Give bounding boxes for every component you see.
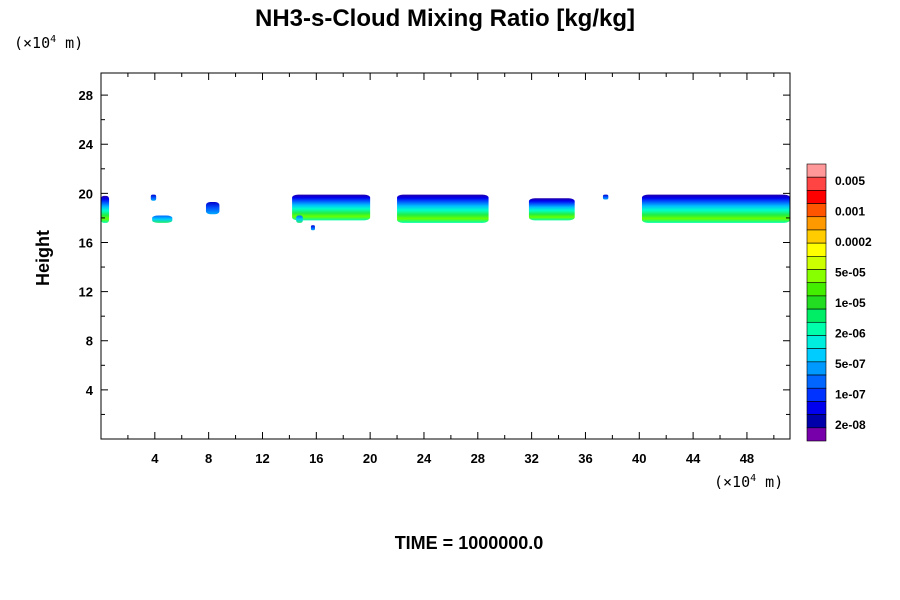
x-tick-label: 8 (205, 451, 212, 466)
x-tick-label: 16 (309, 451, 323, 466)
cloud-region (602, 194, 609, 200)
cloud-region (528, 198, 575, 221)
cloud-region (292, 194, 371, 221)
colorbar-swatch (806, 256, 827, 270)
colorbar-swatch (806, 348, 827, 363)
colorbar-swatch (806, 387, 827, 402)
plot-background (101, 73, 790, 439)
x-tick-label: 12 (255, 451, 269, 466)
cloud-region (641, 194, 790, 223)
colorbar-swatch (806, 401, 827, 415)
y-tick-label: 24 (79, 137, 94, 152)
x-tick-label: 4 (151, 451, 159, 466)
y-tick-label: 8 (86, 334, 93, 349)
colorbar-label: 1e-07 (835, 388, 866, 402)
colorbar-label: 0.001 (835, 205, 865, 219)
colorbar-label: 0.0002 (835, 235, 872, 249)
x-tick-label: 48 (740, 451, 754, 466)
colorbar-swatch (806, 176, 827, 191)
y-tick-label: 20 (79, 186, 93, 201)
colorbar-swatch (806, 374, 827, 389)
y-axis-label: Height (33, 230, 53, 286)
colorbar-swatch (806, 295, 827, 310)
x-tick-label: 44 (686, 451, 701, 466)
cloud-region (150, 194, 157, 201)
x-unit-label: (×104 m) (714, 473, 783, 491)
colorbar-swatch (806, 216, 827, 231)
colorbar-label: 1e-05 (835, 296, 866, 310)
colorbar-swatch (806, 361, 827, 376)
cloud-region (296, 215, 303, 223)
cloud-region (101, 195, 110, 223)
colorbar-swatch (806, 282, 827, 297)
chart-title: NH3-s-Cloud Mixing Ratio [kg/kg] (255, 5, 635, 32)
colorbar-swatch (806, 229, 827, 244)
x-tick-label: 24 (417, 451, 432, 466)
colorbar-swatch (806, 269, 827, 284)
y-tick-label: 28 (79, 88, 93, 103)
time-label: TIME = 1000000.0 (395, 533, 544, 553)
y-unit-label: (×104 m) (14, 34, 83, 52)
y-tick-label: 16 (79, 235, 93, 250)
colorbar-swatch (806, 203, 827, 218)
y-tick-label: 12 (79, 285, 93, 300)
y-ticks: 4 8 12 16 20 24 28 (79, 88, 790, 415)
colorbar-label: 0.005 (835, 174, 865, 188)
x-tick-label: 20 (363, 451, 377, 466)
x-tick-label: 32 (524, 451, 538, 466)
cloud-layer (101, 194, 790, 231)
cloud-region (152, 215, 173, 223)
colorbar-swatch (806, 308, 827, 323)
x-tick-label: 40 (632, 451, 646, 466)
colorbar-label: 5e-07 (835, 357, 866, 371)
colorbar-label: 2e-06 (835, 327, 866, 341)
colorbar-swatch (806, 414, 827, 429)
x-ticks: 4 8 12 16 20 24 28 32 36 40 44 48 (127, 73, 775, 466)
plot-frame (100, 72, 791, 440)
cloud-region (310, 225, 315, 231)
colorbar-swatch (806, 335, 827, 349)
cloud-region (397, 194, 489, 223)
colorbar-label: 5e-05 (835, 266, 866, 280)
colorbar-label: 2e-08 (835, 418, 866, 432)
y-tick-label: 4 (86, 383, 94, 398)
colorbar: 0.005 0.001 0.0002 5e-05 1e-05 2e-06 5e-07 1e-0… (806, 163, 872, 442)
x-tick-label: 28 (471, 451, 485, 466)
x-tick-label: 36 (578, 451, 592, 466)
colorbar-swatch (806, 242, 827, 257)
colorbar-swatch (806, 321, 827, 336)
colorbar-swatch (806, 190, 827, 204)
colorbar-swatch (806, 163, 827, 178)
cloud-region (205, 201, 220, 215)
colorbar-swatch (806, 427, 827, 442)
